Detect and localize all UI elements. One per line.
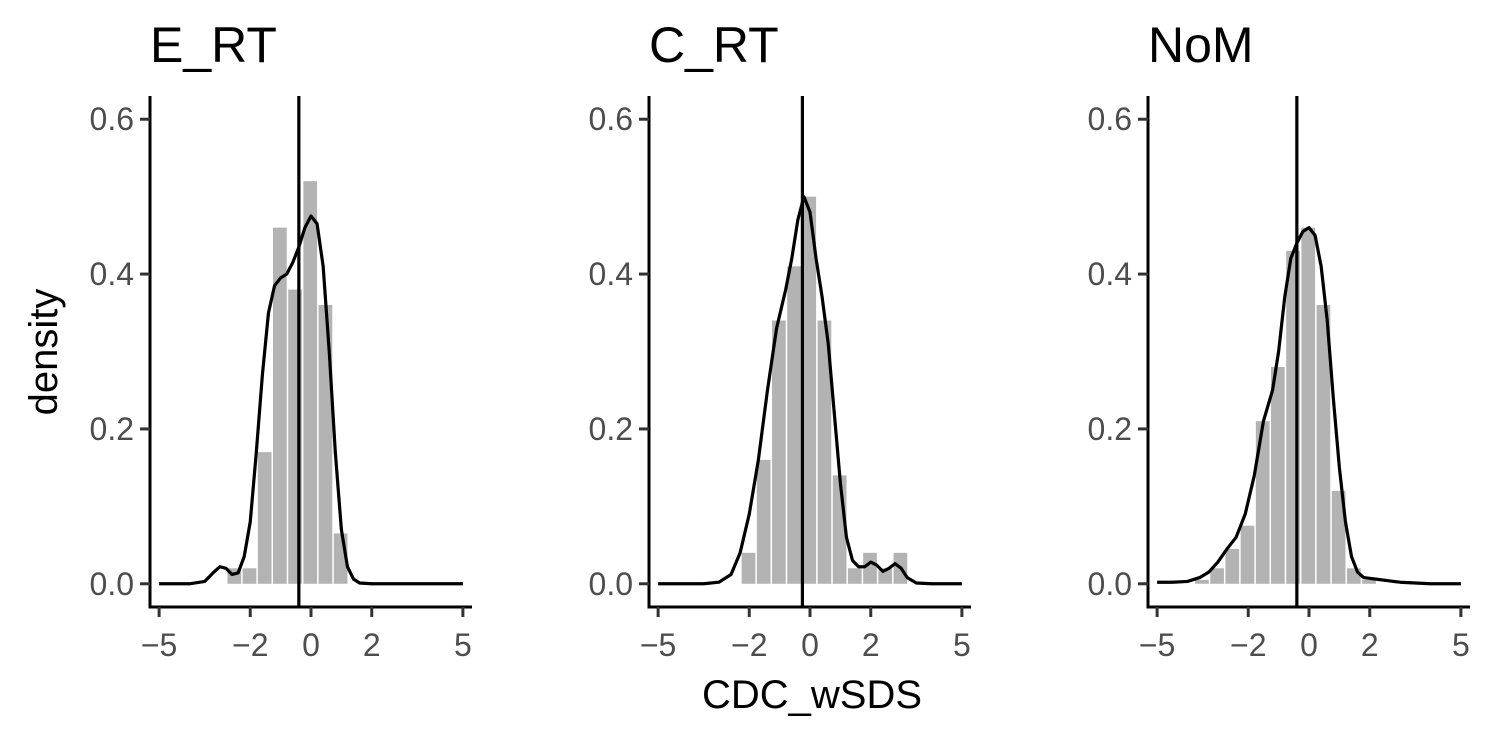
- y-tick-label: 0.4: [1088, 256, 1132, 292]
- x-tick-label: −5: [1139, 627, 1175, 663]
- histogram-bar: [257, 452, 272, 584]
- panel-c-rt: C_RT CDC_wSDS 0.0 0.2 0.4 0.6 −5 −2 0 2 5: [589, 17, 971, 717]
- y-tick-label: 0.0: [589, 566, 633, 602]
- histogram-bar: [1240, 525, 1255, 584]
- y-axis-title: density: [22, 289, 66, 416]
- y-tick-label: 0.2: [1088, 411, 1132, 447]
- density-curve: [159, 214, 463, 586]
- histogram-bar: [1271, 366, 1285, 584]
- histogram-bar: [1255, 421, 1270, 584]
- histogram-bar: [1210, 568, 1224, 584]
- histogram-bar: [1362, 579, 1376, 584]
- y-tick-label: 0.2: [589, 411, 633, 447]
- histogram-bar: [756, 459, 771, 584]
- panel-title-nom: NoM: [1148, 17, 1254, 73]
- density-curve: [658, 195, 962, 586]
- y-tick-label: 0.6: [589, 101, 633, 137]
- y-tick-label: 0.6: [1088, 101, 1132, 137]
- histogram-bar: [303, 181, 318, 584]
- x-tick-label: 2: [363, 627, 381, 663]
- histogram-bar: [273, 227, 287, 584]
- x-tick-label: 0: [1300, 627, 1318, 663]
- x-tick-label: 0: [302, 627, 320, 663]
- histogram-bar: [802, 196, 817, 584]
- histogram-bar: [1195, 579, 1209, 584]
- density-curve: [1157, 226, 1461, 586]
- histogram-bar: [1316, 305, 1331, 584]
- panel-title-c-rt: C_RT: [649, 17, 779, 73]
- x-tick-label: 2: [1361, 627, 1379, 663]
- histogram-bar: [1301, 227, 1316, 584]
- histogram-bar: [787, 266, 801, 584]
- histogram-bar: [242, 568, 257, 584]
- x-axis-title: CDC_wSDS: [702, 673, 922, 717]
- x-tick-label: −5: [141, 627, 177, 663]
- y-tick-label: 0.2: [90, 411, 134, 447]
- x-tick-label: −2: [1230, 627, 1266, 663]
- histogram-bar: [863, 552, 877, 584]
- x-tick-label: 5: [1452, 627, 1470, 663]
- x-tick-label: −5: [640, 627, 676, 663]
- y-tick-label: 0.4: [90, 256, 134, 292]
- y-tick-label: 0.6: [90, 101, 134, 137]
- y-tick-label: 0.4: [589, 256, 633, 292]
- histogram-bar: [772, 320, 786, 584]
- panel-e-rt: E_RT density 0.0 0.2 0.4 0.6 −5 −2 0 2 5: [22, 17, 472, 663]
- histogram-bar: [318, 305, 333, 584]
- panel-nom: NoM 0.0 0.2 0.4 0.6 −5 −2 0 2 5: [1088, 17, 1470, 663]
- x-tick-label: 0: [801, 627, 819, 663]
- histogram-bar: [847, 568, 862, 584]
- histogram-bar: [817, 320, 832, 584]
- x-tick-label: −2: [232, 627, 268, 663]
- panel-title-e-rt: E_RT: [150, 17, 277, 73]
- y-tick-label: 0.0: [1088, 566, 1132, 602]
- x-tick-label: 5: [953, 627, 971, 663]
- histogram-bar: [741, 552, 756, 584]
- x-tick-label: 5: [454, 627, 472, 663]
- x-tick-label: 2: [862, 627, 880, 663]
- y-tick-label: 0.0: [90, 566, 134, 602]
- histogram-bar: [1331, 490, 1346, 584]
- x-tick-label: −2: [731, 627, 767, 663]
- histogram-bar: [1225, 548, 1240, 584]
